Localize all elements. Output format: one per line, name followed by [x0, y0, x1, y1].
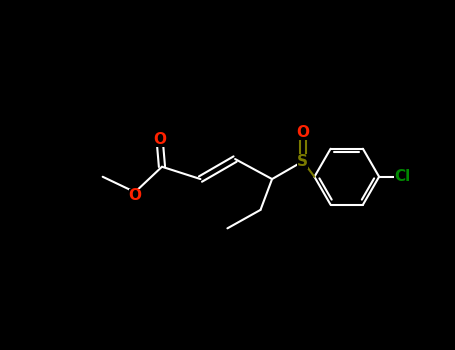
Text: O: O	[153, 132, 166, 147]
Text: O: O	[296, 125, 309, 140]
Text: O: O	[128, 189, 142, 203]
Text: Cl: Cl	[394, 169, 410, 184]
Text: S: S	[298, 154, 308, 169]
